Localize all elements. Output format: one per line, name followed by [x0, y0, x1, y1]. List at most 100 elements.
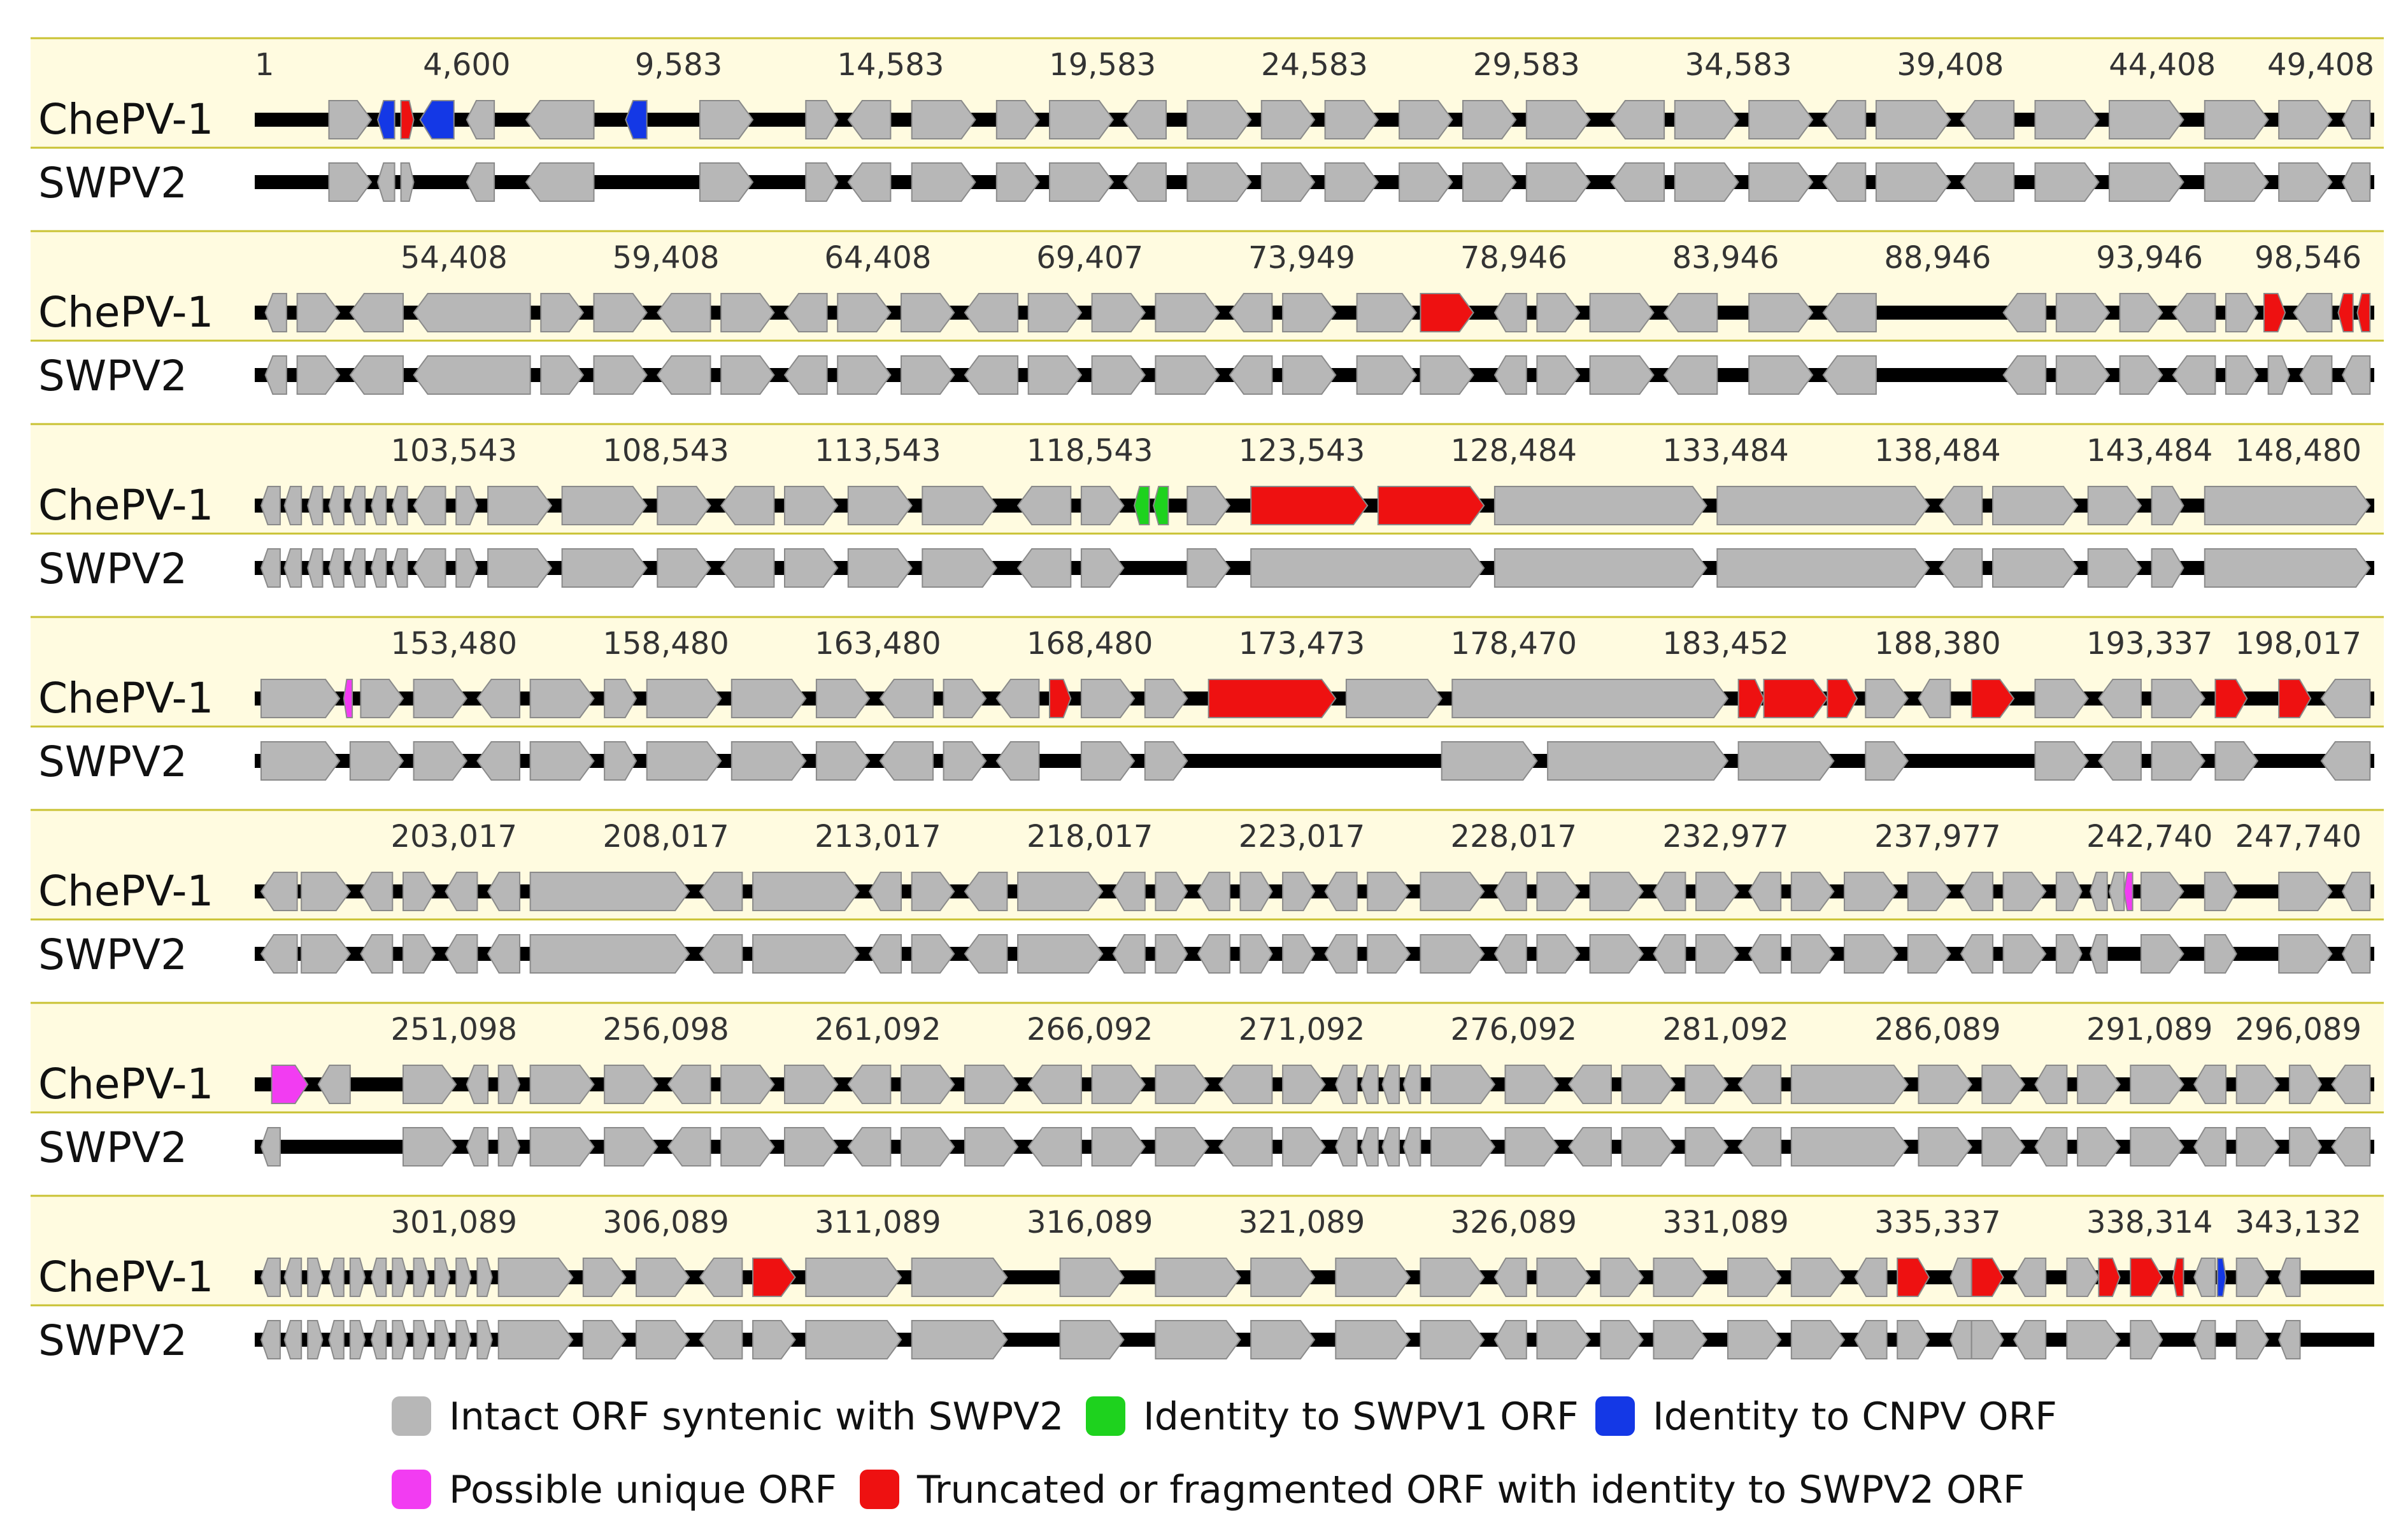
bottom-orf-gray [2204, 934, 2237, 974]
bottom-orf-gray [1493, 355, 1527, 395]
bottom-orf-gray [2119, 355, 2163, 395]
top-orf-gray [1059, 1258, 1125, 1297]
bottom-orf-gray [529, 741, 595, 781]
top-orf-gray [720, 293, 775, 332]
top-orf-gray [1324, 100, 1379, 139]
coordinate-label: 123,543 [1239, 433, 1365, 469]
top-orf-gray [1865, 679, 1909, 718]
top-orf-red [1827, 679, 1858, 718]
bottom-orf-gray [1493, 1320, 1527, 1359]
bottom-orf-gray [1091, 355, 1146, 395]
top-orf-gray [328, 486, 345, 525]
top-orf-gray [1123, 100, 1167, 139]
bottom-orf-gray [2299, 355, 2333, 395]
top-orf-gray [1335, 1258, 1411, 1297]
coordinate-label: 198,017 [2235, 626, 2362, 662]
bottom-orf-gray [2341, 355, 2371, 395]
bottom-orf-gray [2172, 355, 2216, 395]
legend-swatch-gray [392, 1396, 431, 1436]
top-orf-gray [1345, 679, 1443, 718]
top-orf-gray [360, 679, 404, 718]
top-orf-gray [1790, 1258, 1846, 1297]
top-orf-gray [296, 293, 341, 332]
top-orf-gray [317, 1065, 351, 1104]
top-orf-gray [1360, 1065, 1379, 1104]
top-orf-gray [370, 1258, 387, 1297]
top-orf-gray [911, 872, 955, 911]
top-orf-gray [307, 486, 324, 525]
bottom-orf-gray [487, 934, 520, 974]
bottom-orf-gray [1155, 934, 1188, 974]
bottom-orf-gray [1197, 934, 1230, 974]
legend-label-magenta: Possible unique ORF [449, 1468, 837, 1512]
bottom-orf-gray [1229, 355, 1273, 395]
top-orf-gray [260, 679, 341, 718]
top-orf-gray [815, 679, 871, 718]
top-orf-gray [525, 100, 595, 139]
top-orf-gray [1790, 872, 1835, 911]
top-orf-gray [911, 100, 976, 139]
top-orf-gray [847, 100, 892, 139]
bottom-orf-gray [529, 1127, 595, 1167]
bottom-orf-gray [1875, 162, 1951, 202]
coordinate-label: 113,543 [815, 433, 941, 469]
bottom-orf-gray [1918, 1127, 1972, 1167]
bottom-orf-gray [2055, 934, 2083, 974]
bottom-orf-gray [2341, 934, 2371, 974]
top-orf-gray [964, 1065, 1019, 1104]
bottom-orf-gray [392, 1320, 408, 1359]
bottom-orf-gray [1335, 1127, 1358, 1167]
coordinate-label: 188,380 [1874, 626, 2001, 662]
bottom-orf-gray [2331, 1127, 2371, 1167]
top-orf-gray [1381, 1065, 1400, 1104]
genome-label-bottom: SWPV2 [38, 930, 187, 979]
bottom-orf-gray [1716, 548, 1930, 588]
genome-label-top: ChePV-1 [38, 288, 213, 337]
top-orf-gray [403, 872, 436, 911]
top-orf-gray [1027, 293, 1083, 332]
bottom-orf-gray [1790, 1127, 1909, 1167]
bottom-orf-gray [1027, 355, 1083, 395]
genome-label-bottom: SWPV2 [38, 737, 187, 786]
bottom-orf-gray [720, 355, 775, 395]
top-orf-gray [1493, 872, 1527, 911]
bottom-orf-gray [922, 548, 998, 588]
top-orf-red [1377, 486, 1485, 525]
bottom-orf-gray [805, 1320, 902, 1359]
bottom-orf-gray [2193, 1127, 2226, 1167]
bottom-orf-gray [1239, 934, 1273, 974]
top-orf-gray [1653, 872, 1686, 911]
bottom-orf-gray [301, 934, 352, 974]
top-orf-gray [1080, 679, 1136, 718]
top-orf-gray [1949, 1258, 1972, 1297]
top-orf-gray [283, 1258, 303, 1297]
bottom-orf-gray [455, 1320, 472, 1359]
top-orf-gray [2193, 1065, 2226, 1104]
bottom-orf-gray [2278, 162, 2333, 202]
bottom-orf-gray [1504, 1127, 1559, 1167]
bottom-orf-gray [911, 934, 955, 974]
bottom-orf-gray [1155, 1320, 1241, 1359]
bottom-orf-gray [2193, 1320, 2216, 1359]
top-orf-gray [1685, 1065, 1729, 1104]
coordinate-label: 306,089 [602, 1205, 729, 1240]
bottom-orf-gray [1600, 1320, 1644, 1359]
genome-label-bottom: SWPV2 [38, 159, 187, 208]
top-orf-gray [2331, 1065, 2371, 1104]
top-orf-gray [1144, 679, 1188, 718]
coordinate-label: 316,089 [1027, 1205, 1153, 1240]
top-orf-gray [2151, 679, 2206, 718]
coordinate-label: 203,017 [391, 819, 518, 855]
top-orf-gray [964, 872, 1008, 911]
bottom-orf-gray [1685, 1127, 1729, 1167]
top-orf-gray [1600, 1258, 1644, 1297]
top-orf-gray [1493, 1258, 1527, 1297]
coordinate-label: 173,473 [1239, 626, 1365, 662]
bottom-orf-gray [964, 1127, 1019, 1167]
top-orf-gray [1239, 872, 1273, 911]
top-orf-gray [2002, 872, 2047, 911]
bottom-orf-gray [2098, 741, 2142, 781]
top-orf-gray [2002, 293, 2047, 332]
bottom-orf-gray [1080, 741, 1136, 781]
coordinate-label: 343,132 [2235, 1205, 2362, 1240]
